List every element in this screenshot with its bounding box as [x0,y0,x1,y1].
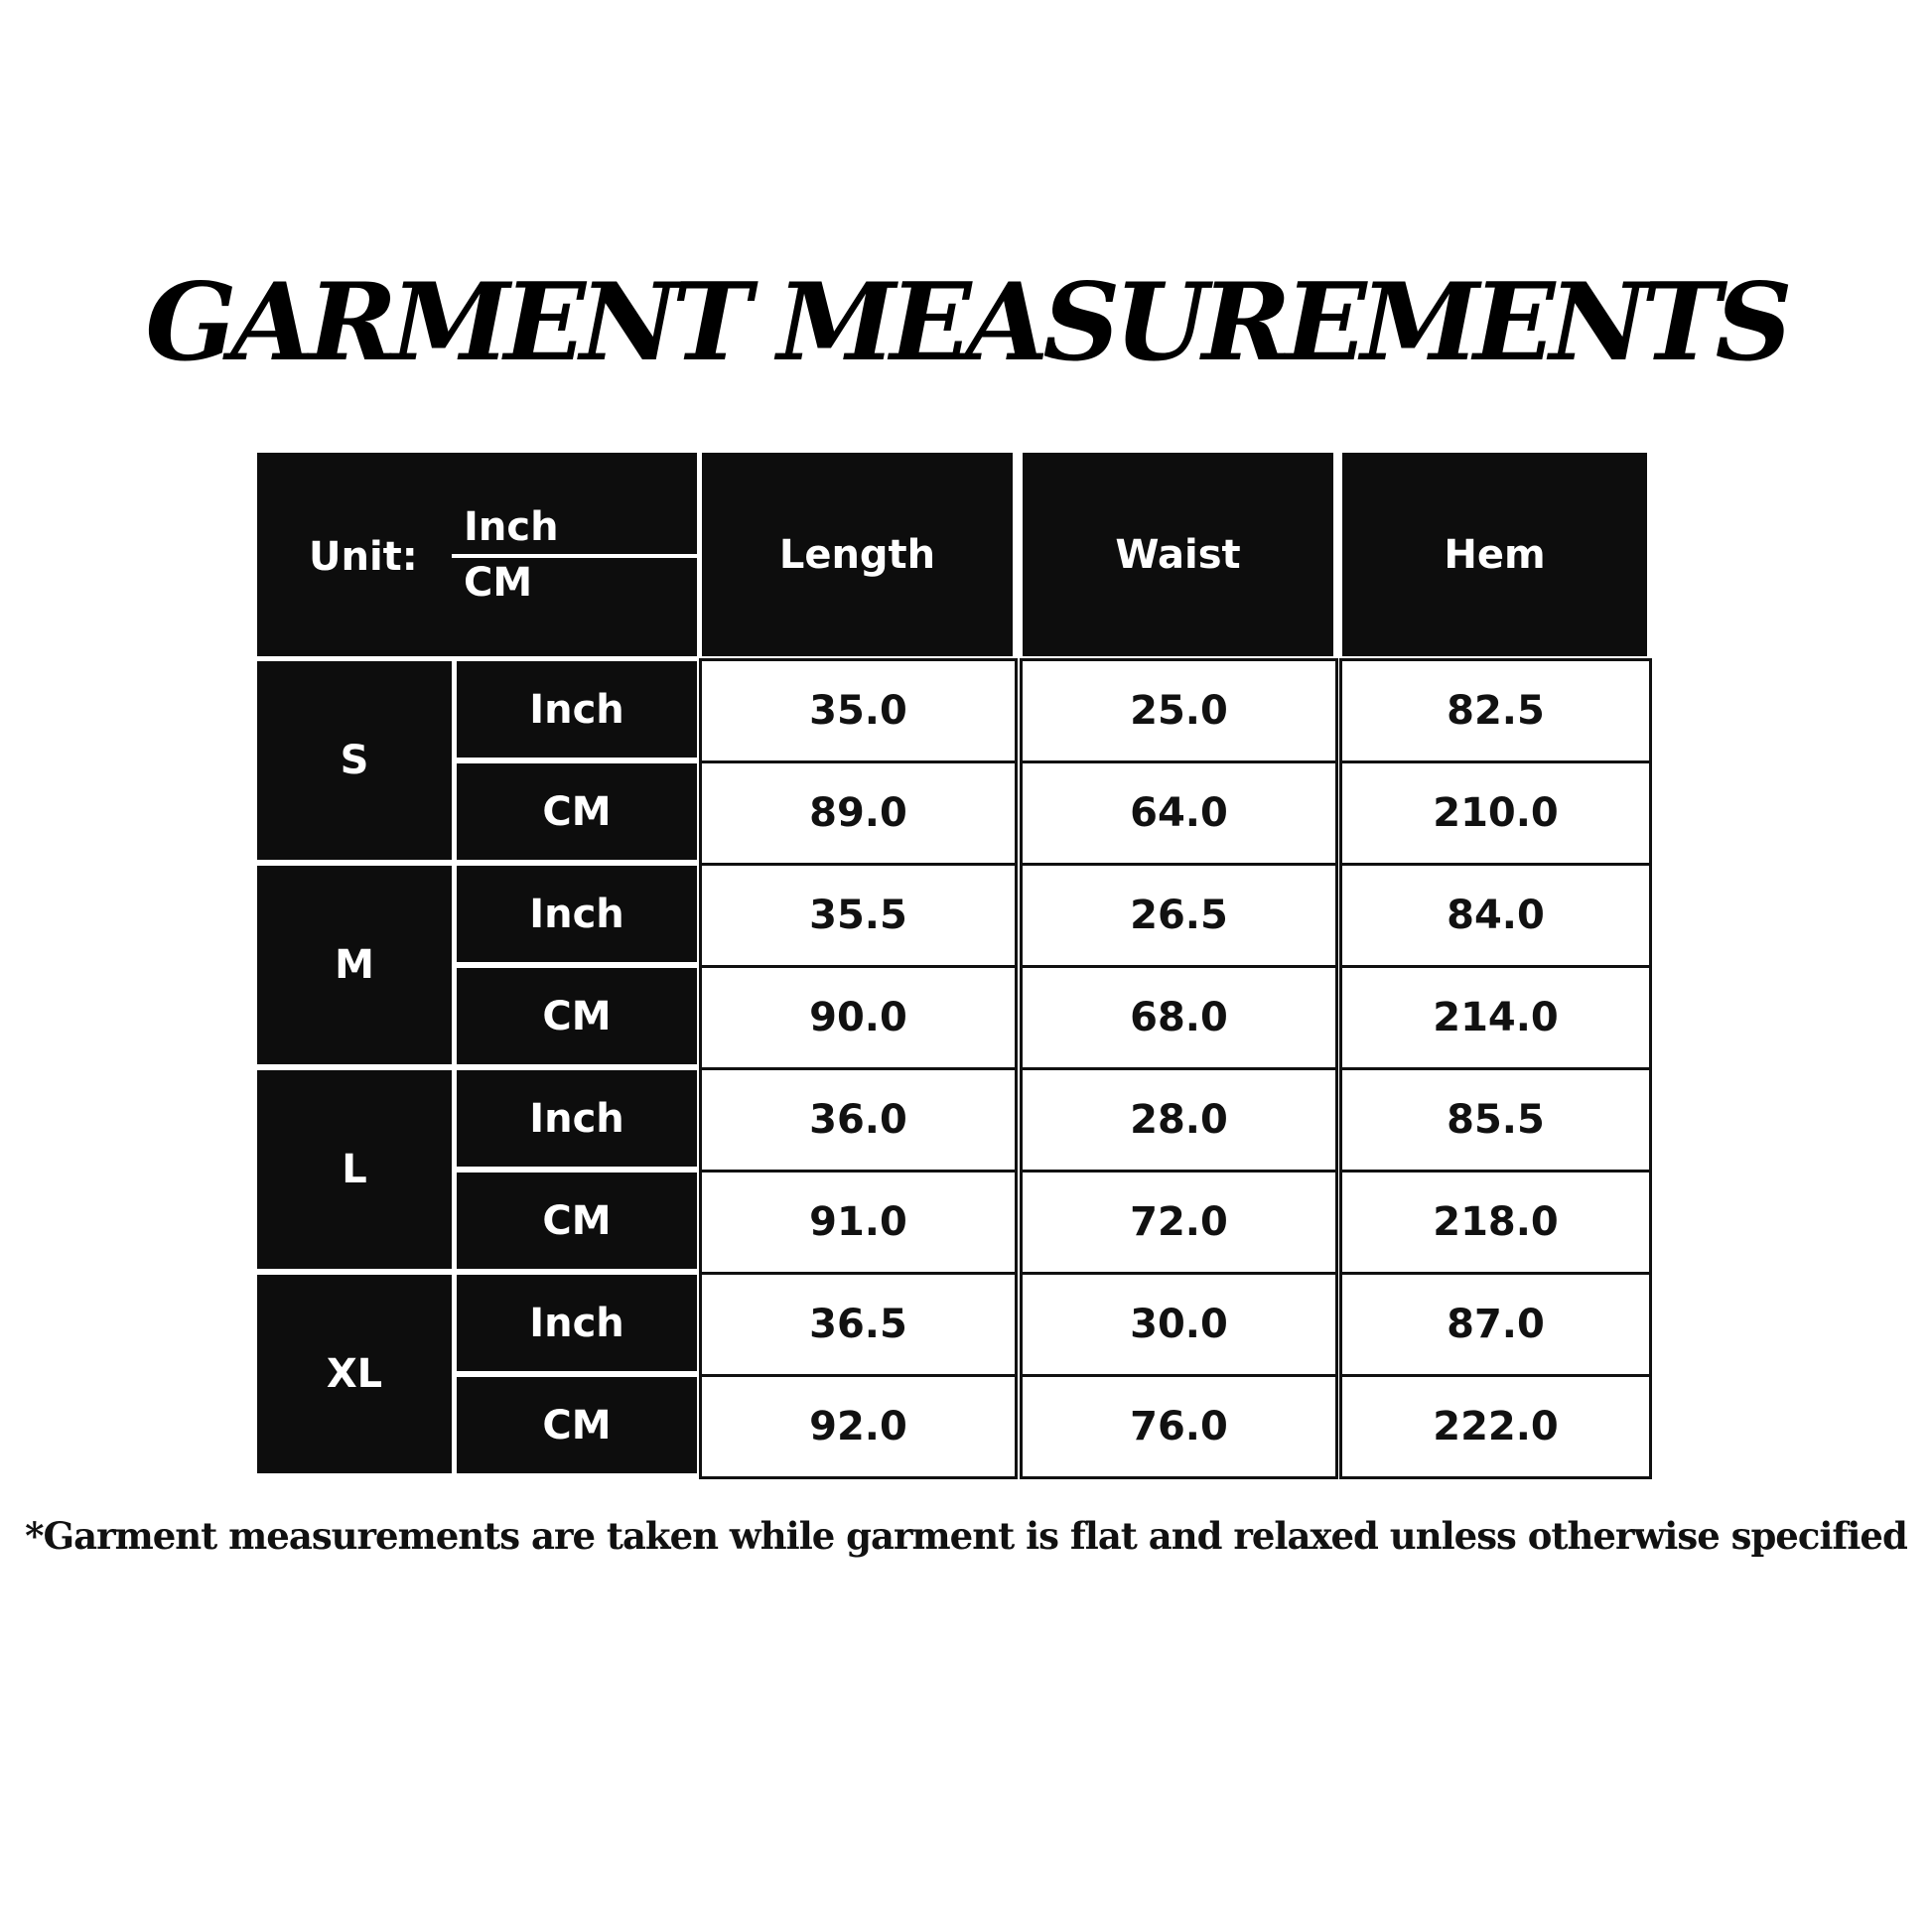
measurement-cell: 68.0 [1020,965,1338,1070]
unit-label: Unit: [309,534,418,580]
measurement-cell: 90.0 [699,965,1018,1070]
footnote: *Garment measurements are taken while ga… [25,1514,1908,1558]
unit-label: Inch [457,866,697,962]
measurement-cell: 36.0 [699,1067,1018,1173]
measurement-cell: 91.0 [699,1170,1018,1275]
measurement-cell: 72.0 [1020,1170,1338,1275]
measurement-cell: 214.0 [1339,965,1652,1070]
measurement-cell: 35.0 [699,658,1018,763]
unit-cm: CM [464,560,533,606]
size-label: M [257,866,452,1064]
measurement-cell: 28.0 [1020,1067,1338,1173]
column-header: Length [702,453,1013,656]
measurement-cell: 82.5 [1339,658,1652,763]
measurement-cell: 76.0 [1020,1374,1338,1479]
unit-label: Inch [457,661,697,758]
measurement-cell: 36.5 [699,1272,1018,1377]
unit-label: Inch [457,1070,697,1167]
unit-inch: Inch [464,504,559,550]
unit-label: CM [457,1377,697,1473]
measurement-cell: 89.0 [699,760,1018,866]
size-label: L [257,1070,452,1269]
size-table: Unit: Inch CM Length Waist Hem S Inch 35.0 25.… [257,453,1652,1479]
unit-header: Unit: Inch CM [257,453,697,656]
measurement-cell: 85.5 [1339,1067,1652,1173]
measurement-cell: 26.5 [1020,863,1338,968]
measurement-cell: 210.0 [1339,760,1652,866]
measurement-cell: 25.0 [1020,658,1338,763]
measurement-cell: 64.0 [1020,760,1338,866]
unit-label: Inch [457,1275,697,1371]
unit-divider [452,554,697,558]
measurement-cell: 84.0 [1339,863,1652,968]
measurement-cell: 222.0 [1339,1374,1652,1479]
size-label: XL [257,1275,452,1473]
column-header: Waist [1023,453,1333,656]
measurement-cell: 87.0 [1339,1272,1652,1377]
measurement-cell: 30.0 [1020,1272,1338,1377]
measurement-cell: 218.0 [1339,1170,1652,1275]
unit-label: CM [457,1173,697,1269]
page-title: GARMENT MEASUREMENTS [145,260,1792,385]
measurement-cell: 92.0 [699,1374,1018,1479]
unit-label: CM [457,763,697,860]
unit-label: CM [457,968,697,1064]
size-label: S [257,661,452,860]
measurement-cell: 35.5 [699,863,1018,968]
column-header: Hem [1342,453,1647,656]
